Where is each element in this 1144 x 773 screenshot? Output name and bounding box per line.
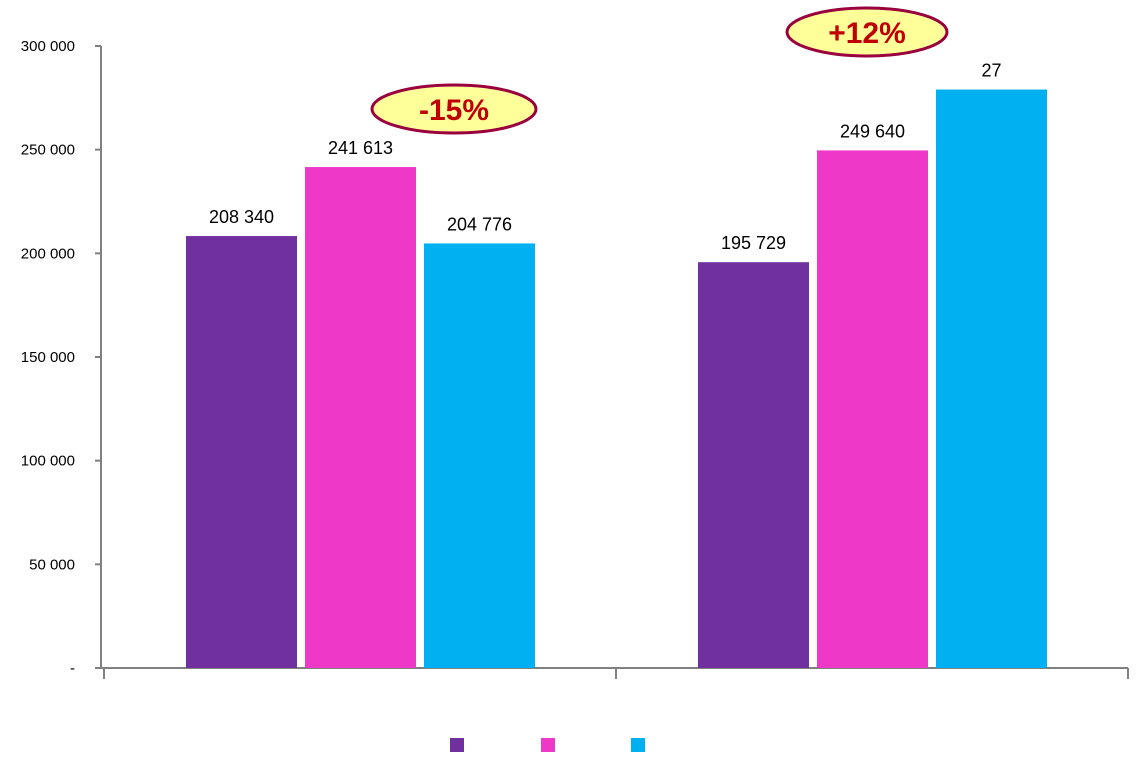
bar — [186, 236, 297, 668]
legend-swatch — [631, 738, 645, 752]
data-label: 204 776 — [447, 214, 512, 234]
callout-ellipse — [370, 83, 538, 135]
data-label: 249 640 — [840, 121, 905, 141]
legend-swatch — [450, 738, 464, 752]
y-axis-tick-label: 300 000 — [21, 38, 75, 55]
y-axis-tick-label: 100 000 — [21, 453, 75, 470]
data-label: 195 729 — [721, 233, 786, 253]
y-axis-tick-label: 250 000 — [21, 142, 75, 159]
bar — [936, 89, 1047, 669]
bar — [424, 243, 535, 668]
callout-text: -15% — [419, 94, 489, 127]
legend-swatch — [541, 738, 555, 752]
y-axis-tick-label: 200 000 — [21, 245, 75, 262]
data-label: 27 — [981, 61, 1001, 81]
bar — [305, 167, 416, 668]
y-axis-tick-label: - — [70, 660, 75, 677]
data-label: 208 340 — [209, 207, 274, 227]
y-axis-tick-label: 150 000 — [21, 349, 75, 366]
y-axis-tick-label: 50 000 — [29, 556, 75, 573]
callout-ellipse — [785, 6, 949, 58]
bar — [698, 262, 809, 668]
bar — [817, 150, 928, 668]
callout-text: +12% — [828, 17, 906, 50]
data-label: 241 613 — [328, 138, 393, 158]
